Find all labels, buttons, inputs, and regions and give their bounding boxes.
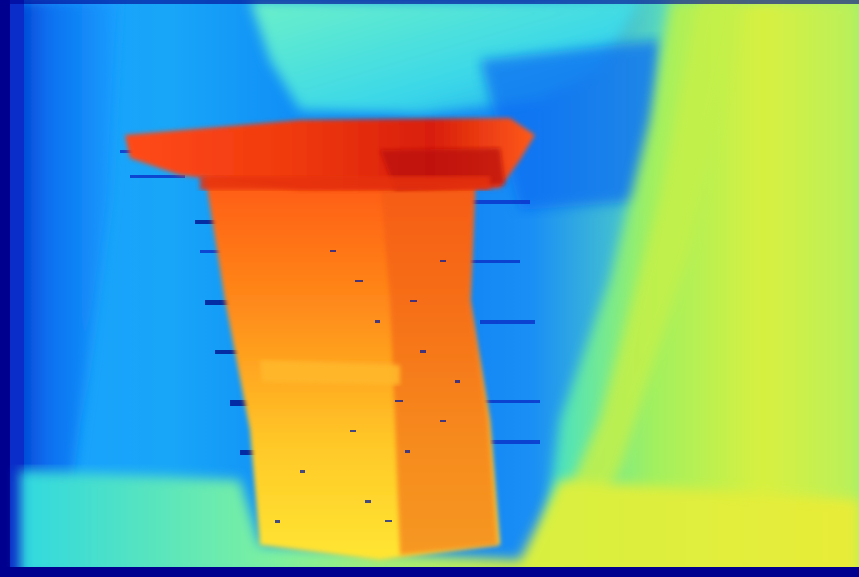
bench-top-underside	[200, 176, 490, 190]
floor	[20, 470, 859, 577]
bottom-edge	[0, 567, 859, 577]
bench-leg-noise	[275, 250, 460, 523]
left-edge-deep	[0, 0, 10, 577]
ceiling-blue-band	[480, 40, 660, 210]
bench-crossbar	[260, 360, 400, 385]
left-wall	[0, 0, 120, 577]
top-edge	[0, 0, 859, 4]
bench-legs-shadow-side	[380, 180, 498, 555]
right-wall-fold	[530, 0, 740, 577]
